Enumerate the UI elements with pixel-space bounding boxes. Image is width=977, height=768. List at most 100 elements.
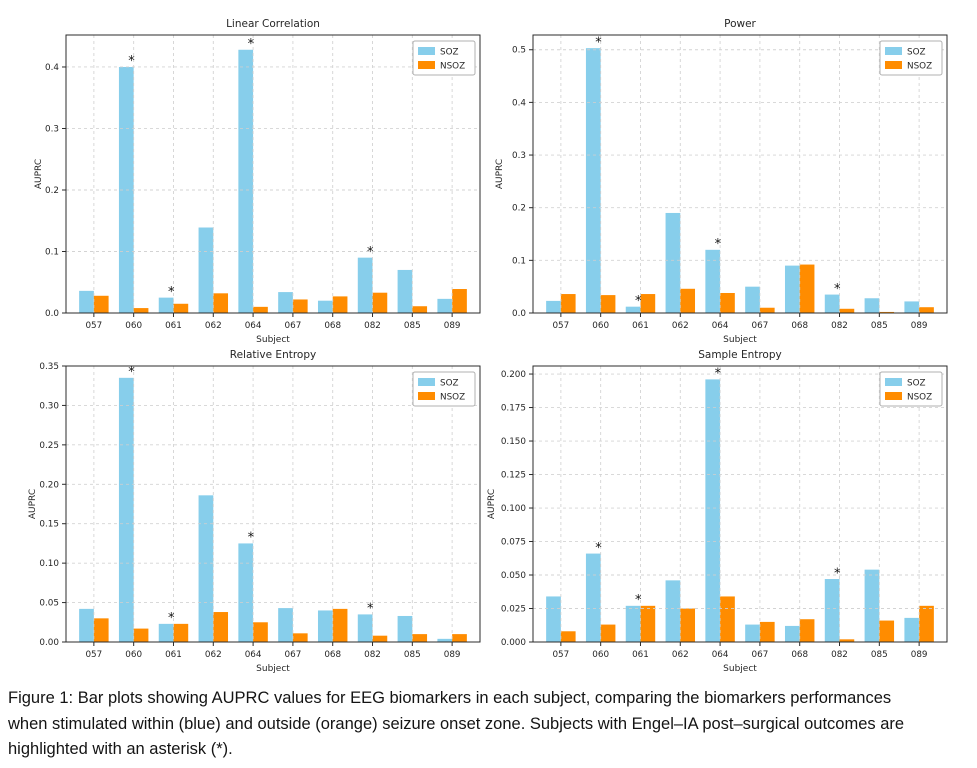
bar-nsoz-082 <box>839 639 855 642</box>
svg-text:082: 082 <box>364 650 381 660</box>
svg-text:062: 062 <box>672 650 689 660</box>
svg-text:085: 085 <box>871 321 888 331</box>
bar-soz-082 <box>357 614 373 642</box>
plot-frame <box>65 34 481 314</box>
svg-text:*: * <box>834 282 841 297</box>
bar-soz-062 <box>198 227 214 313</box>
bar-nsoz-057 <box>560 631 576 642</box>
bar-soz-057 <box>546 300 561 313</box>
bar-nsoz-057 <box>560 294 576 313</box>
bar-nsoz-085 <box>412 634 428 642</box>
svg-text:062: 062 <box>672 321 689 331</box>
x-axis-label: Subject <box>723 335 757 345</box>
bar-nsoz-062 <box>213 612 229 642</box>
legend-swatch-nsoz <box>418 392 435 400</box>
legend-swatch-soz <box>885 47 902 55</box>
svg-text:0.000: 0.000 <box>501 638 527 648</box>
x-axis-ticks: 057 060 061 062 064 067 068 082 085 089 <box>552 642 928 660</box>
legend: SOZ NSOZ <box>879 40 943 76</box>
bar-soz-061 <box>625 605 641 642</box>
svg-text:*: * <box>834 566 841 581</box>
svg-text:*: * <box>595 541 602 556</box>
svg-text:057: 057 <box>85 650 102 660</box>
x-axis-ticks: 057 060 061 062 064 067 068 082 085 089 <box>85 642 461 660</box>
bar-nsoz-089 <box>452 634 467 642</box>
bar-nsoz-062 <box>213 293 229 313</box>
svg-text:061: 061 <box>632 650 649 660</box>
svg-text:061: 061 <box>632 321 649 331</box>
svg-text:064: 064 <box>712 321 729 331</box>
svg-text:0.200: 0.200 <box>501 370 527 380</box>
asterisk-markers: * * * * <box>128 365 374 626</box>
svg-text:0.4: 0.4 <box>45 63 59 73</box>
bar-soz-060 <box>585 553 601 642</box>
bar-soz-089 <box>437 638 453 642</box>
bar-soz-089 <box>904 617 920 642</box>
bar-soz-060 <box>118 377 134 642</box>
svg-text:0.100: 0.100 <box>501 504 527 514</box>
bar-soz-082 <box>357 257 373 313</box>
svg-text:0.150: 0.150 <box>501 437 527 447</box>
svg-text:*: * <box>248 531 255 546</box>
svg-text:061: 061 <box>165 321 182 331</box>
svg-text:*: * <box>128 54 135 69</box>
x-axis-label: Subject <box>256 335 290 345</box>
svg-text:*: * <box>128 365 135 380</box>
bar-nsoz-064 <box>720 292 735 313</box>
legend-label-soz: SOZ <box>440 379 459 389</box>
svg-text:*: * <box>715 367 722 382</box>
x-axis-ticks: 057 060 061 062 064 067 068 082 085 089 <box>552 313 928 331</box>
plot-frame <box>65 365 481 643</box>
bar-nsoz-061 <box>173 303 189 313</box>
bar-soz-057 <box>79 608 94 642</box>
subplot-title: Relative Entropy <box>230 349 316 361</box>
y-axis-label: AUPRC <box>495 159 505 189</box>
bar-nsoz-062 <box>680 288 696 313</box>
bar-nsoz-068 <box>332 296 348 313</box>
legend-label-soz: SOZ <box>907 379 926 389</box>
svg-text:0.0: 0.0 <box>45 309 59 319</box>
svg-text:0.20: 0.20 <box>39 480 59 490</box>
svg-text:0.175: 0.175 <box>501 404 526 414</box>
bar-nsoz-085 <box>879 311 895 313</box>
bar-soz-085 <box>864 298 880 313</box>
bar-nsoz-082 <box>839 308 855 313</box>
svg-text:068: 068 <box>791 321 808 331</box>
y-axis-ticks: 0.000 0.025 0.050 0.075 0.100 0.125 0.150 0.175… <box>501 370 533 648</box>
svg-text:064: 064 <box>245 321 262 331</box>
svg-text:060: 060 <box>592 650 609 660</box>
legend: SOZ NSOZ <box>412 371 476 407</box>
svg-text:0.00: 0.00 <box>39 638 59 648</box>
bar-soz-062 <box>665 212 681 313</box>
bar-soz-067 <box>278 608 293 642</box>
svg-text:0.1: 0.1 <box>45 247 59 257</box>
bar-soz-085 <box>397 269 413 313</box>
bar-soz-062 <box>665 580 681 642</box>
subplot-sample-entropy: 0.000 0.025 0.050 0.075 0.100 0.125 0.150 0.175… <box>487 349 948 674</box>
svg-text:068: 068 <box>791 650 808 660</box>
bar-nsoz-085 <box>879 620 895 642</box>
bar-nsoz-089 <box>452 289 467 313</box>
asterisk-markers: * * * * <box>595 35 841 309</box>
bar-nsoz-064 <box>253 622 268 642</box>
bar-nsoz-057 <box>93 618 109 642</box>
bar-nsoz-062 <box>680 608 696 642</box>
plot-frame <box>532 34 948 314</box>
svg-text:0.025: 0.025 <box>501 605 526 615</box>
bar-soz-068 <box>317 300 333 313</box>
svg-text:*: * <box>367 245 374 260</box>
bar-nsoz-060 <box>600 624 616 642</box>
bar-soz-061 <box>158 297 174 313</box>
svg-text:089: 089 <box>444 321 461 331</box>
svg-text:*: * <box>715 237 722 252</box>
bar-soz-064 <box>705 379 721 642</box>
bar-soz-085 <box>864 569 880 642</box>
svg-text:0.050: 0.050 <box>501 571 527 581</box>
y-axis-ticks: 0.00 0.05 0.10 0.15 0.20 0.25 0.30 0.35 <box>39 362 66 648</box>
subplot-title: Sample Entropy <box>698 349 782 361</box>
y-axis-ticks: 0.0 0.1 0.2 0.3 0.4 0.5 <box>512 46 533 319</box>
svg-text:*: * <box>595 35 602 50</box>
bar-nsoz-064 <box>720 596 735 642</box>
